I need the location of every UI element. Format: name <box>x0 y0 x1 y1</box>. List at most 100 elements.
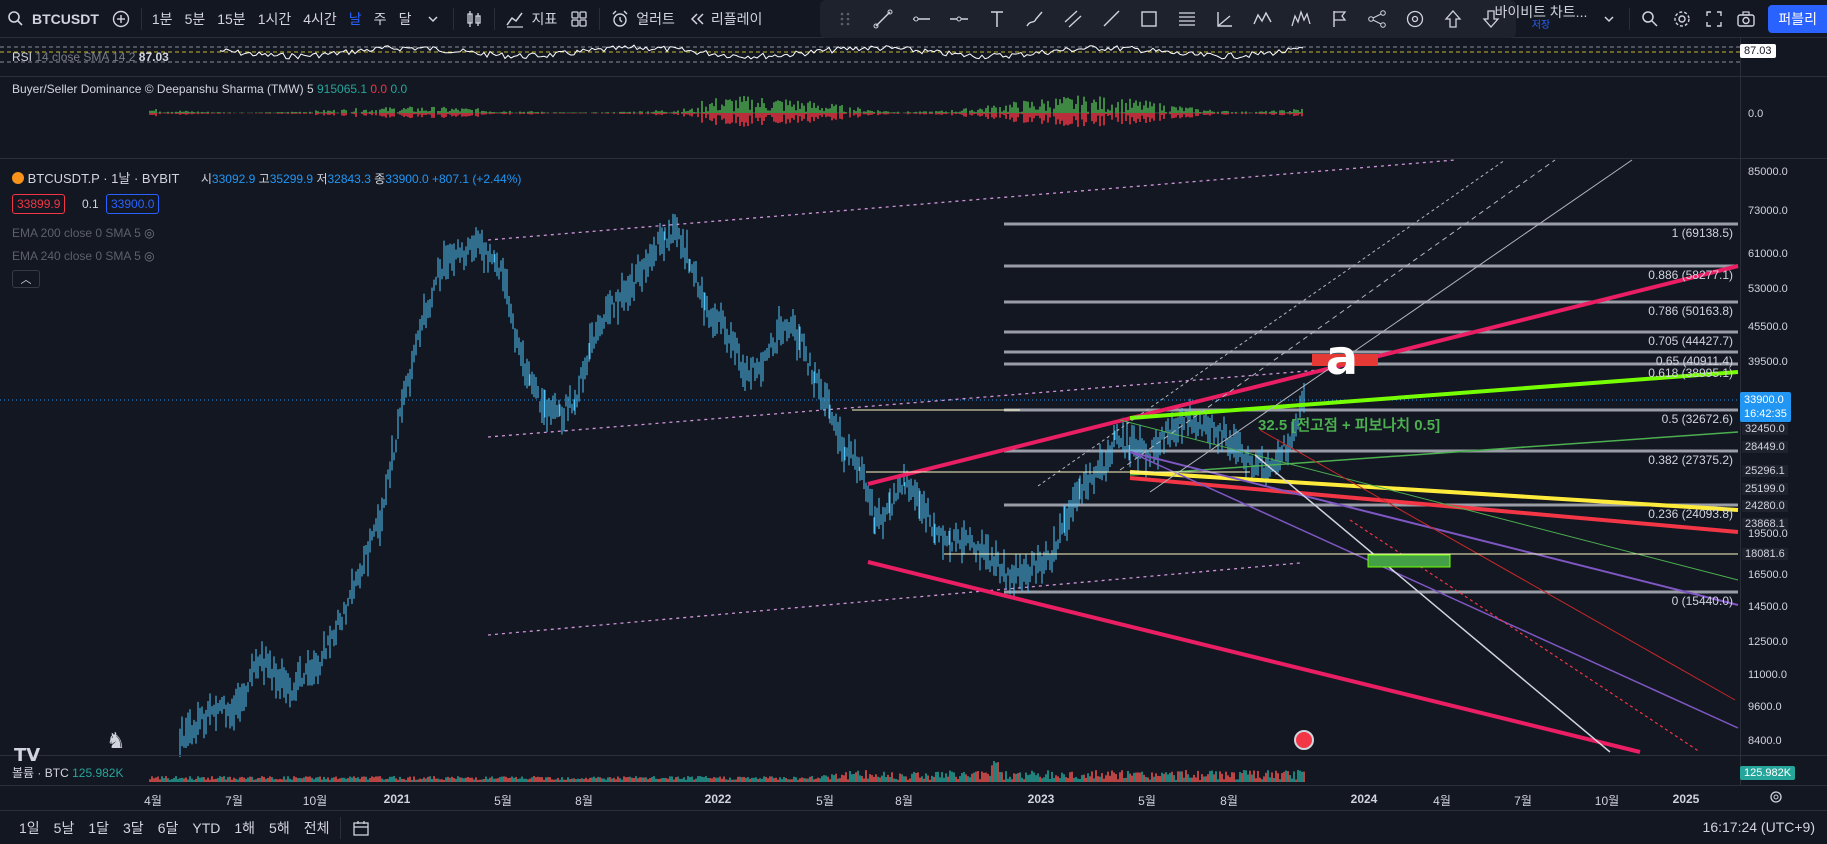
range-1d[interactable]: 1일 <box>19 819 40 836</box>
range-5d[interactable]: 5날 <box>53 819 75 836</box>
horizontal-ray-tool-icon[interactable] <box>902 0 940 38</box>
snapshot-button[interactable] <box>1730 0 1762 38</box>
main-legend[interactable]: BTCUSDT.P · 1날 · BYBIT 시33092.9 고35299.9… <box>12 168 521 187</box>
interval-1d[interactable]: 날 <box>348 10 362 27</box>
arrow-up-tool-icon[interactable] <box>1434 0 1472 38</box>
fib-level-label: 0.236 (24093.8) <box>1648 507 1733 521</box>
range-6m[interactable]: 6달 <box>157 819 179 836</box>
ema-200-legend[interactable]: EMA 200 close 0 SMA 5 ◎ <box>12 226 155 240</box>
buy-price-button[interactable]: 33900.0 <box>106 194 160 214</box>
long-position-tool-icon[interactable] <box>1320 0 1358 38</box>
time-axis-label: 5월 <box>494 794 512 808</box>
interval-dropdown[interactable] <box>417 0 449 38</box>
tradingview-logo-icon[interactable]: TV <box>14 745 41 766</box>
add-symbol-button[interactable] <box>105 0 137 38</box>
price-axis-label: 23868.1 <box>1742 518 1788 530</box>
elliott-wave-tool-icon[interactable] <box>1282 0 1320 38</box>
fullscreen-button[interactable] <box>1698 0 1730 38</box>
interval-1h[interactable]: 1시간 <box>257 10 292 27</box>
sell-price-button[interactable]: 33899.9 <box>12 194 66 214</box>
interval-15m[interactable]: 15분 <box>217 10 246 27</box>
templates-button[interactable] <box>563 0 595 38</box>
volume-name: 볼륨 · BTC <box>12 766 69 780</box>
interval-5m[interactable]: 5분 <box>184 10 206 27</box>
time-axis-label: 4월 <box>144 794 162 808</box>
range-3m[interactable]: 3달 <box>123 819 144 836</box>
rectangle-tool-icon[interactable] <box>1130 0 1168 38</box>
layout-name-button[interactable]: 바이비트 차트... 저장 <box>1489 5 1594 33</box>
range-5y[interactable]: 5해 <box>269 819 290 836</box>
volume-legend[interactable]: 볼륨 · BTC 125.982K <box>12 764 123 781</box>
dominance-v1: 915065.1 <box>317 82 368 96</box>
separator <box>494 7 496 30</box>
price-axis-label: 39500.0 <box>1748 356 1788 368</box>
price-axis-label: 25199.0 <box>1742 483 1788 495</box>
fib-level-label: 0.886 (58277.1) <box>1648 268 1733 282</box>
ray-tool-icon[interactable] <box>1092 0 1130 38</box>
replay-label: 리플레이 <box>710 10 763 27</box>
drag-handle[interactable] <box>826 0 864 38</box>
replay-button[interactable]: 리플레이 <box>681 0 769 38</box>
pane-separator[interactable] <box>0 755 1827 756</box>
time-axis[interactable]: 4월 7월 10월 2021 5월 8월 2022 5월 8월 2023 5월 8월 2024 4월 7월 1… <box>0 785 1827 809</box>
fib-level-label: 0.65 (40911.4) <box>1655 354 1733 368</box>
arrow-down-tool-icon[interactable] <box>1472 0 1510 38</box>
legend-collapse-button[interactable]: ︿ <box>12 270 40 288</box>
dinosaur-icon[interactable]: ♞ <box>106 728 126 753</box>
brush-tool-icon[interactable] <box>1016 0 1054 38</box>
range-1y[interactable]: 1해 <box>234 819 256 836</box>
bottom-bar: 1일 5날 1달 3달 6달 YTD 1해 5해 전체 16:17:24 (UT… <box>0 810 1827 844</box>
fib-retracement-tool-icon[interactable] <box>1168 0 1206 38</box>
eye-hide-tool-icon[interactable] <box>1396 0 1434 38</box>
separator <box>140 7 142 30</box>
eye-hide-icon: ◎ <box>144 249 155 263</box>
time-axis-settings-icon[interactable] <box>1768 789 1784 808</box>
parallel-channel-tool-icon[interactable] <box>1054 0 1092 38</box>
indicators-button[interactable]: 지표 <box>499 0 563 38</box>
ohlc-values: 시33092.9 고35299.9 저32843.3 종33900.0 +807… <box>200 172 522 186</box>
angle-tool-icon[interactable] <box>1206 0 1244 38</box>
pane-separator[interactable] <box>0 158 1827 159</box>
symbol-search[interactable]: BTCUSDT <box>0 0 105 38</box>
settings-button[interactable] <box>1666 0 1698 38</box>
range-all[interactable]: 전체 <box>303 819 330 836</box>
time-axis-label: 8월 <box>575 794 593 808</box>
time-axis-label: 4월 <box>1433 794 1451 808</box>
range-1m[interactable]: 1달 <box>88 819 110 836</box>
interval-1w[interactable]: 주 <box>373 10 387 27</box>
rsi-legend[interactable]: RSI 14 close SMA 14 2 87.03 <box>12 50 169 64</box>
diagonal-channel-upper <box>1037 159 1506 487</box>
chart-type-button[interactable] <box>458 0 490 38</box>
share-nodes-tool-icon[interactable] <box>1358 0 1396 38</box>
range-ytd[interactable]: YTD <box>192 819 221 836</box>
layout-dropdown[interactable] <box>1593 0 1625 38</box>
green-support-line <box>1129 431 1739 476</box>
text-tool-icon[interactable] <box>978 0 1016 38</box>
ema-240-legend[interactable]: EMA 240 close 0 SMA 5 ◎ <box>12 249 155 263</box>
interval-4h[interactable]: 4시간 <box>303 10 337 27</box>
trend-line-tool-icon[interactable] <box>864 0 902 38</box>
red-thin-line <box>1259 429 1736 701</box>
interval-1m[interactable]: 1분 <box>151 10 173 27</box>
alert-button[interactable]: 얼러트 <box>604 0 681 38</box>
date-range-button[interactable] <box>345 809 377 844</box>
pane-separator[interactable] <box>0 76 1827 77</box>
dominance-legend[interactable]: Buyer/Seller Dominance © Deepanshu Sharm… <box>12 82 407 96</box>
alarm-clock-icon <box>610 9 630 29</box>
fullscreen-icon <box>1704 9 1724 29</box>
price-axis-label: 28449.0 <box>1742 441 1788 453</box>
diagonal-channel-mid <box>1119 159 1556 471</box>
xabcd-pattern-tool-icon[interactable] <box>1244 0 1282 38</box>
dominance-v2: 0.0 <box>370 82 388 96</box>
interval-1mo[interactable]: 달 <box>398 10 412 27</box>
layout-saved-label: 저장 <box>1531 20 1551 31</box>
clock-timezone-button[interactable]: 16:17:24 (UTC+9) <box>1702 819 1815 835</box>
time-axis-label: 5월 <box>1138 794 1156 808</box>
economic-event-flag-icon[interactable] <box>1294 730 1314 750</box>
time-axis-label: 2024 <box>1350 792 1378 806</box>
quick-search-button[interactable] <box>1634 0 1666 38</box>
horizontal-line-tool-icon[interactable] <box>940 0 978 38</box>
publish-button[interactable]: 퍼블리 <box>1768 5 1827 33</box>
chart-annotation-text[interactable]: 32.5 [전고점 + 피보나치 0.5] <box>1258 417 1441 434</box>
